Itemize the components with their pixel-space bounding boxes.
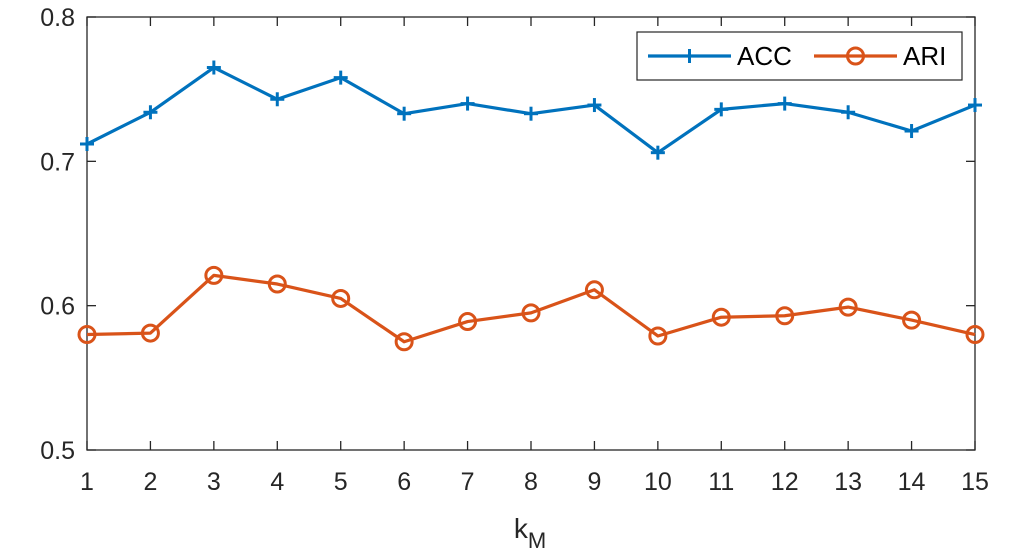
x-axis: 1 2 3 4 5 6 7 8 9 10 11 12 13 14 15 [80,17,989,496]
legend-marker-acc [682,49,697,63]
data-point-acc [841,105,856,120]
legend: ACC ARI [636,31,963,81]
y-tick-label: 0.5 [40,437,75,465]
data-point-ari [204,265,224,285]
plot-frame [86,16,976,451]
data-point-ari [394,332,414,352]
x-tick-label: 6 [397,468,411,496]
data-point-ari [77,325,97,345]
data-point-acc [206,60,221,75]
data-point-acc [80,137,94,152]
data-point-acc [143,105,158,120]
x-tick-label: 12 [771,468,799,496]
plot-area [86,16,976,451]
data-point-ari [648,326,668,346]
x-tick-label: 2 [143,468,157,496]
data-point-ari [331,288,351,308]
series-ari [77,265,985,352]
y-tick-label: 0.6 [40,293,75,321]
legend-entry-acc: ACC [648,41,792,71]
data-point-ari [775,306,795,326]
data-point-acc [968,98,982,113]
x-tick-label: 11 [708,468,734,496]
data-point-acc [270,92,285,107]
x-tick-label: 15 [961,468,989,496]
y-tick-label: 0.7 [40,148,75,176]
data-point-acc [650,145,665,160]
x-axis-label: kM [514,513,546,553]
data-point-acc [397,106,412,121]
legend-marker-ari [846,46,865,66]
x-tick-label: 5 [334,468,348,496]
data-point-acc [333,70,348,85]
x-tick-label: 9 [587,468,601,496]
y-axis: 0.5 0.6 0.7 0.8 [40,4,975,465]
data-point-acc [587,98,602,113]
data-point-ari [458,312,478,332]
x-axis-label-main: k [514,513,529,544]
legend-entry-ari: ARI [814,41,946,71]
data-point-ari [140,323,160,343]
x-tick-label: 7 [461,468,475,496]
x-tick-label: 8 [524,468,538,496]
x-tick-label: 4 [270,468,284,496]
data-point-ari [521,303,541,323]
x-tick-label: 14 [898,468,926,496]
data-point-ari [711,307,731,327]
data-point-acc [714,102,729,117]
data-point-ari [584,280,604,300]
data-point-ari [838,297,858,317]
data-point-acc [460,96,475,111]
data-point-acc [524,106,538,121]
series-acc [80,60,982,160]
y-tick-label: 0.8 [40,4,75,32]
legend-label-acc: ACC [737,41,792,71]
data-point-ari [267,274,287,294]
x-tick-label: 3 [207,468,221,496]
legend-label-ari: ARI [903,41,946,71]
x-axis-label-subscript: M [528,528,546,553]
data-point-acc [904,124,919,139]
data-point-ari [902,310,922,330]
series-layer [77,60,985,352]
x-tick-label: 13 [834,468,862,496]
x-tick-label: 10 [644,468,672,496]
series-line-ari [86,273,976,344]
x-tick-label: 1 [80,468,94,496]
data-point-acc [777,96,792,111]
data-point-ari [965,325,985,345]
